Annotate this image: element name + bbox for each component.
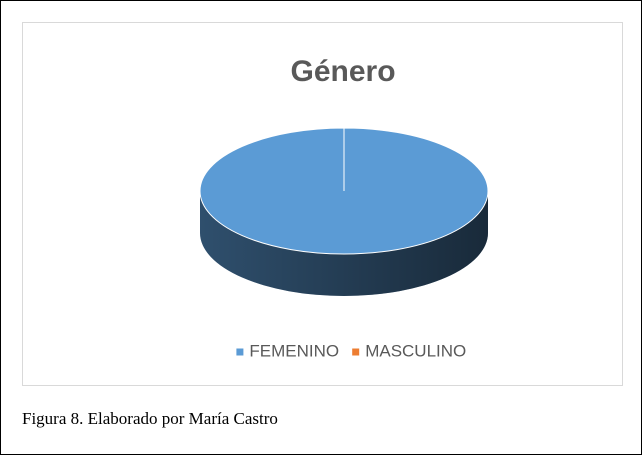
pie-side-shade (200, 191, 488, 296)
legend-label: MASCULINO (365, 341, 466, 360)
chart-title: Género (290, 55, 395, 88)
legend-label: FEMENINO (249, 341, 339, 360)
chart: Género FEMENINO MASCULINO (22, 22, 623, 386)
caption: Figura 8. Elaborado por María Castro (22, 409, 278, 428)
legend-swatch (352, 348, 360, 356)
legend-swatch (236, 348, 244, 356)
